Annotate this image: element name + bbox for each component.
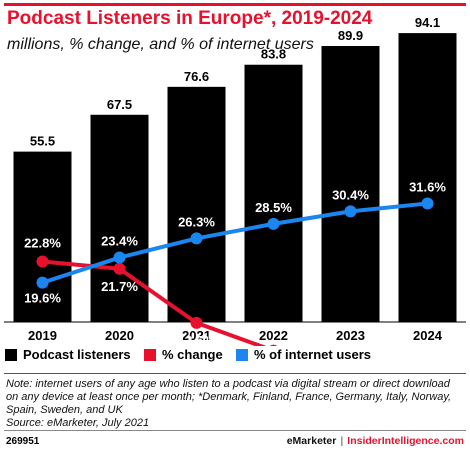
legend-swatch-internet: [236, 349, 248, 361]
bar-2022: [244, 64, 303, 322]
internet-users-point: [36, 276, 49, 289]
internet-users-point: [113, 251, 126, 264]
internet-users-value-label: 28.5%: [255, 200, 292, 215]
internet-users-value-label: 31.6%: [409, 179, 446, 194]
note-text: Note: internet users of any age who list…: [6, 378, 452, 416]
change-value-label: 13.5%: [178, 333, 215, 346]
change-line: [42, 259, 267, 346]
x-tick-label: 2022: [259, 328, 288, 343]
change-point: [269, 344, 278, 346]
change-value-label: 21.7%: [101, 279, 138, 294]
bar-2023: [321, 46, 380, 323]
chart-subtitle: millions, % change, and % of internet us…: [7, 36, 314, 53]
bar-value-label: 76.6: [184, 69, 209, 84]
change-point: [190, 316, 203, 329]
internet-users-value-label: 23.4%: [101, 234, 138, 249]
bar-2021: [167, 86, 226, 322]
x-tick-label: 2019: [28, 328, 57, 343]
legend-label: % of internet users: [254, 347, 372, 362]
footer-brand: eMarketer | InsiderIntelligence.com: [287, 435, 464, 447]
internet-users-value-label: 30.4%: [332, 187, 369, 202]
internet-users-value-label: 19.6%: [24, 291, 61, 306]
change-point: [113, 262, 126, 275]
internet-users-point: [190, 232, 203, 245]
x-tick-label: 2023: [336, 328, 365, 343]
brand-emarketer: eMarketer: [286, 435, 337, 447]
legend-label: Podcast listeners: [23, 347, 131, 362]
chart-id: 269951: [6, 436, 40, 447]
legend-label: % change: [162, 347, 223, 362]
legend: Podcast listeners % change % of internet…: [5, 346, 465, 364]
x-tick-label: 2021: [182, 328, 211, 343]
footer-divider: [4, 430, 466, 431]
bar-value-label: 94.1: [415, 15, 440, 30]
bar-2019: [13, 151, 72, 322]
source-text: Source: eMarketer, July 2021: [6, 417, 150, 429]
bar-value-label: 55.5: [30, 134, 55, 149]
note-block: Note: internet users of any age who list…: [6, 378, 464, 430]
change-point: [36, 255, 49, 268]
legend-swatch-bars: [5, 349, 17, 361]
top-rule: [4, 3, 466, 6]
bar-value-label: 83.8: [261, 47, 286, 62]
chart-title: Podcast Listeners in Europe*, 2019-2024: [7, 8, 373, 29]
change-value-label: 22.8%: [24, 236, 61, 251]
brand-insider-intelligence: InsiderIntelligence.com: [347, 435, 464, 447]
internet-users-point: [344, 205, 357, 218]
note-divider: [4, 373, 466, 374]
legend-swatch-change: [144, 349, 156, 361]
internet-users-line: [41, 201, 428, 285]
bar-value-label: 67.5: [107, 97, 132, 112]
bar-2024: [398, 33, 457, 322]
x-tick-label: 2024: [413, 328, 443, 343]
internet-users-point: [267, 217, 280, 230]
bar-value-label: 89.9: [338, 28, 363, 43]
brand-separator: |: [340, 435, 344, 447]
x-tick-label: 2020: [105, 328, 134, 343]
internet-users-point: [421, 197, 434, 210]
bar-2020: [90, 114, 149, 323]
internet-users-value-label: 26.3%: [178, 214, 215, 229]
chart-plot: 55.5 67.5 76.6 83.8 89.9 94.1 2019 2020 2021 2022…: [4, 15, 466, 346]
